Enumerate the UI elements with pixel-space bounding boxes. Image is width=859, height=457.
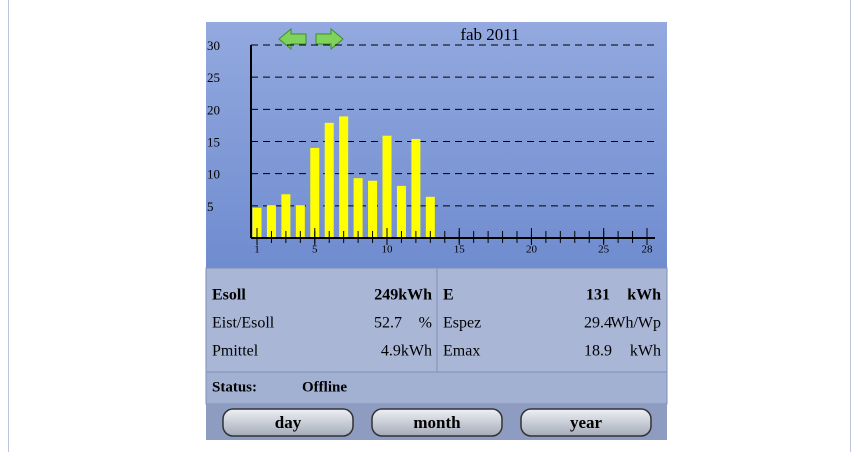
bar — [382, 135, 392, 238]
stat-value: 4.9kWh — [381, 343, 432, 360]
x-tick-label: 20 — [526, 244, 538, 256]
x-tick-label: 1 — [254, 244, 260, 256]
y-tick-label: 30 — [207, 38, 220, 53]
y-tick-label: 15 — [207, 134, 220, 149]
x-tick-label: 5 — [312, 244, 318, 256]
y-tick-label: 5 — [207, 199, 214, 214]
button-face — [520, 408, 652, 437]
button[interactable]: year — [520, 408, 652, 437]
bar — [281, 194, 291, 238]
bar — [368, 180, 378, 238]
bar — [411, 138, 421, 238]
stat-value: 249kWh — [374, 287, 432, 304]
x-tick-label: 25 — [598, 244, 610, 256]
stat-value: 29.4 — [584, 315, 612, 332]
stat-label: E — [443, 287, 454, 304]
bar — [252, 207, 262, 238]
status-value: Offline — [302, 379, 347, 395]
x-tick-label: 10 — [382, 244, 394, 256]
bar — [396, 185, 406, 238]
status-panel — [205, 371, 668, 405]
stat-label: Pmittel — [212, 343, 259, 360]
prev-arrow[interactable] — [278, 27, 307, 51]
status-label: Status: — [212, 379, 257, 395]
stat-value: kWh — [630, 343, 661, 360]
y-tick-label: 25 — [207, 70, 220, 85]
stat-label: Emax — [443, 343, 480, 360]
stat-value: 52.7 — [374, 315, 402, 332]
stat-value: Wh/Wp — [610, 315, 661, 332]
bar — [295, 205, 305, 238]
y-tick-label: 20 — [207, 102, 220, 117]
y-tick-label: 10 — [207, 167, 220, 182]
stat-value: kWh — [627, 287, 661, 304]
x-tick-label: 28 — [642, 244, 654, 256]
button[interactable]: day — [222, 408, 354, 437]
chart-title: fab 2011 — [460, 25, 519, 44]
bar — [339, 116, 349, 238]
bar — [425, 196, 435, 238]
stat-value: 131 — [586, 287, 610, 304]
bar — [324, 122, 334, 238]
button-label: day — [275, 413, 302, 432]
stat-label: Esoll — [212, 287, 246, 304]
button-label: month — [413, 413, 461, 432]
button[interactable]: month — [371, 408, 503, 437]
button-face — [371, 408, 503, 437]
bar — [310, 147, 320, 238]
stat-label: Espez — [443, 315, 481, 332]
x-tick-label: 15 — [454, 244, 466, 256]
button-label: year — [570, 413, 603, 432]
bar — [353, 178, 363, 238]
stat-label: Eist/Esoll — [212, 315, 275, 332]
stat-value: % — [419, 315, 432, 332]
button-face — [222, 408, 354, 437]
bar — [266, 205, 276, 238]
stat-value: 18.9 — [584, 343, 612, 360]
next-arrow[interactable] — [315, 27, 344, 51]
